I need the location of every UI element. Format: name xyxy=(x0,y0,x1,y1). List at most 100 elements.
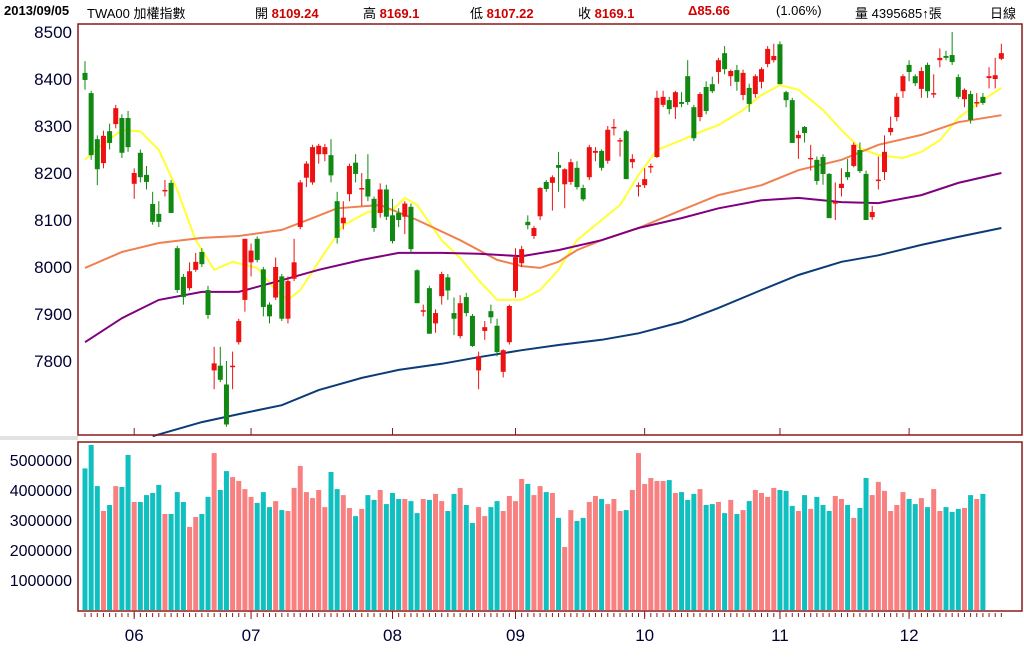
candle-body xyxy=(746,87,752,104)
volume-bar xyxy=(248,496,254,610)
candle-body xyxy=(463,297,469,314)
candle-body xyxy=(672,92,678,108)
candle-body xyxy=(912,76,918,84)
price-axis: 8500 8400 8300 8200 8100 8000 7900 7800 xyxy=(34,23,72,371)
candle-body xyxy=(752,76,758,95)
volume-bar xyxy=(187,526,193,610)
candle-body xyxy=(94,139,100,170)
candle-body xyxy=(709,84,715,92)
volume-bar xyxy=(144,495,149,610)
volume-bar xyxy=(648,478,654,610)
volume-bar xyxy=(205,496,211,610)
volume-bar xyxy=(494,501,500,610)
volume-bar xyxy=(556,517,562,610)
open-value: 8109.24 xyxy=(271,6,319,21)
volume-bar xyxy=(211,453,217,610)
candle-body xyxy=(998,53,1004,59)
low-quote: 低 8107.22 xyxy=(470,3,534,22)
volume-bar xyxy=(537,486,543,610)
candle-body xyxy=(918,71,924,89)
candle-body xyxy=(476,356,482,371)
volume-bar xyxy=(303,492,309,610)
volume-bar xyxy=(795,511,801,610)
candle-body xyxy=(297,182,303,228)
candle-body xyxy=(697,94,703,118)
volume-bar xyxy=(857,508,863,610)
high-quote: 高 8169.1 xyxy=(363,3,419,22)
candle-body xyxy=(777,44,783,85)
volume-bar xyxy=(94,486,100,610)
candle-body xyxy=(906,64,912,72)
volume-bar xyxy=(390,493,395,610)
candle-body xyxy=(291,262,297,279)
volume-bar xyxy=(882,490,887,610)
candle-body xyxy=(715,60,721,72)
moving-average-line xyxy=(84,84,1002,302)
volume-bar xyxy=(869,495,875,610)
volume-bar xyxy=(168,514,174,610)
volume-bar xyxy=(900,492,906,610)
candle-body xyxy=(205,290,211,315)
change-percent: (1.06%) xyxy=(776,3,822,18)
candle-body xyxy=(617,140,623,142)
high-value: 8169.1 xyxy=(379,6,420,21)
candle-body xyxy=(150,204,156,222)
candle-body xyxy=(396,212,402,220)
volume-bar xyxy=(740,510,746,610)
volume-bar xyxy=(746,501,752,610)
change-amount: Δ85.66 xyxy=(688,3,730,18)
volume-bar xyxy=(316,490,322,610)
volume-bar xyxy=(439,501,445,610)
volume-bar xyxy=(383,504,389,610)
volume-tick-label: 3000000 xyxy=(10,513,72,530)
volume-bar xyxy=(562,547,568,610)
candle-body xyxy=(851,144,857,166)
volume-bar xyxy=(463,505,469,610)
candle-body xyxy=(863,173,869,220)
candle-body xyxy=(679,102,685,104)
candle-body xyxy=(986,76,992,79)
volume-bar xyxy=(636,453,641,610)
volume-bar xyxy=(469,523,475,610)
price-tick-label: 8200 xyxy=(34,164,72,183)
volume-bar xyxy=(242,489,248,610)
volume-bar xyxy=(131,502,137,610)
volume-bar xyxy=(254,502,260,610)
candle-body xyxy=(525,221,531,226)
candle-body xyxy=(955,77,961,97)
volume-bar xyxy=(777,490,783,610)
candle-body xyxy=(925,64,931,92)
volume-bar xyxy=(125,454,131,610)
candle-body xyxy=(586,147,592,178)
volume-bar xyxy=(642,484,648,610)
candle-body xyxy=(519,249,525,264)
period-selector[interactable]: 日線 xyxy=(990,6,1017,21)
candle-body xyxy=(107,131,113,143)
candle-body xyxy=(451,313,457,319)
candle-body xyxy=(457,303,463,337)
candle-body xyxy=(771,55,777,61)
volume-bar xyxy=(666,480,672,610)
volume-tick-label: 5000000 xyxy=(10,453,72,470)
candle-body xyxy=(691,107,697,139)
candle-body xyxy=(562,169,568,185)
open-label: 開 xyxy=(255,6,269,21)
volume-bar xyxy=(918,498,924,610)
month-label: 07 xyxy=(242,626,261,645)
volume-bar xyxy=(482,516,488,610)
candle-body xyxy=(968,94,974,120)
candle-body xyxy=(144,174,149,182)
candle-body xyxy=(992,75,998,79)
volume-bar xyxy=(697,489,703,610)
volume-bar xyxy=(931,489,937,610)
candle-body xyxy=(230,365,236,368)
volume-bar xyxy=(672,493,678,610)
candle-body xyxy=(543,181,549,189)
volume-bar xyxy=(340,495,346,610)
time-axis: 06 07 08 09 10 11 12 xyxy=(84,428,1002,645)
volume-bar xyxy=(199,514,205,610)
candle-body xyxy=(488,311,494,318)
volume-bar xyxy=(519,478,525,610)
volume-bar xyxy=(765,496,771,610)
separator-bar xyxy=(0,436,78,440)
